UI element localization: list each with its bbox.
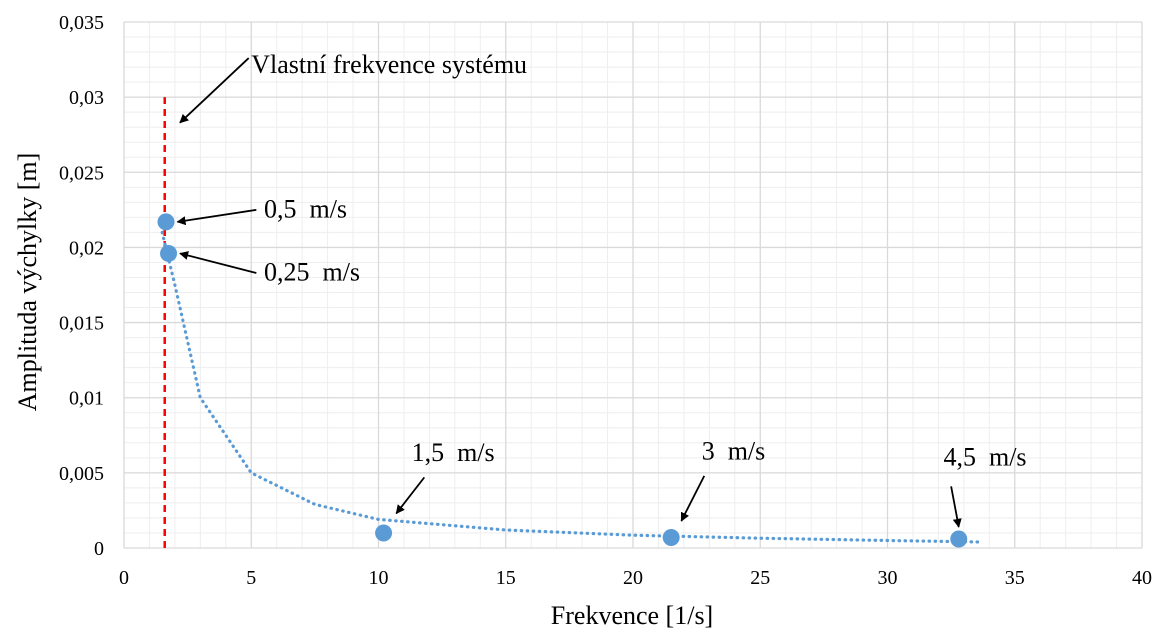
annotation-arrow	[395, 476, 426, 515]
x-axis-title: Frekvence [1/s]	[551, 601, 713, 630]
y-tick-label: 0,01	[69, 388, 104, 410]
annotation-arrow	[680, 475, 706, 522]
annotation-arrow	[179, 57, 250, 124]
x-tick-label: 10	[369, 567, 389, 589]
data-point	[950, 530, 968, 548]
x-tick-label: 5	[246, 567, 256, 589]
y-tick-label: 0,025	[59, 162, 104, 184]
data-point	[662, 528, 680, 546]
annotation-label: 1,5 m/s	[412, 438, 495, 467]
y-tick-label: 0,005	[59, 463, 104, 485]
data-point	[160, 244, 178, 262]
annotation-label: 0,5 m/s	[264, 194, 347, 223]
annotation-label: 3 m/s	[702, 436, 766, 465]
grid	[123, 21, 1143, 549]
y-axis-title: Amplituda výchylky [m]	[13, 153, 42, 412]
tick-labels: 0 5 10 15 20 25 30 35 40 0 0,005 0,01 0,015 0,02 0,025…	[59, 12, 1152, 589]
annotation-label: 0,25 m/s	[264, 257, 360, 286]
x-tick-label: 30	[878, 567, 898, 589]
y-tick-label: 0,02	[69, 237, 104, 259]
annotation-label: Vlastní frekvence systému	[251, 50, 527, 79]
data-point	[375, 524, 393, 542]
x-tick-label: 0	[119, 567, 129, 589]
annotations-group: Vlastní frekvence systému 0,5 m/s 0,25 m/s…	[176, 50, 1027, 528]
annotation-arrow	[176, 208, 257, 226]
trendline-group	[160, 230, 984, 544]
data-point	[157, 213, 175, 231]
y-tick-label: 0,03	[69, 87, 104, 109]
x-tick-label: 20	[623, 567, 643, 589]
trendline	[160, 230, 984, 544]
y-tick-label: 0,015	[59, 313, 104, 335]
annotation-label: 4,5 m/s	[943, 442, 1026, 471]
data-points-group	[157, 213, 968, 548]
annotation-arrow	[179, 251, 257, 274]
annotation-arrow	[950, 486, 962, 528]
x-tick-label: 35	[1005, 567, 1025, 589]
x-tick-label: 15	[496, 567, 516, 589]
y-tick-label: 0	[94, 538, 104, 560]
x-tick-label: 25	[750, 567, 770, 589]
x-tick-label: 40	[1132, 567, 1152, 589]
y-tick-label: 0,035	[59, 12, 104, 34]
